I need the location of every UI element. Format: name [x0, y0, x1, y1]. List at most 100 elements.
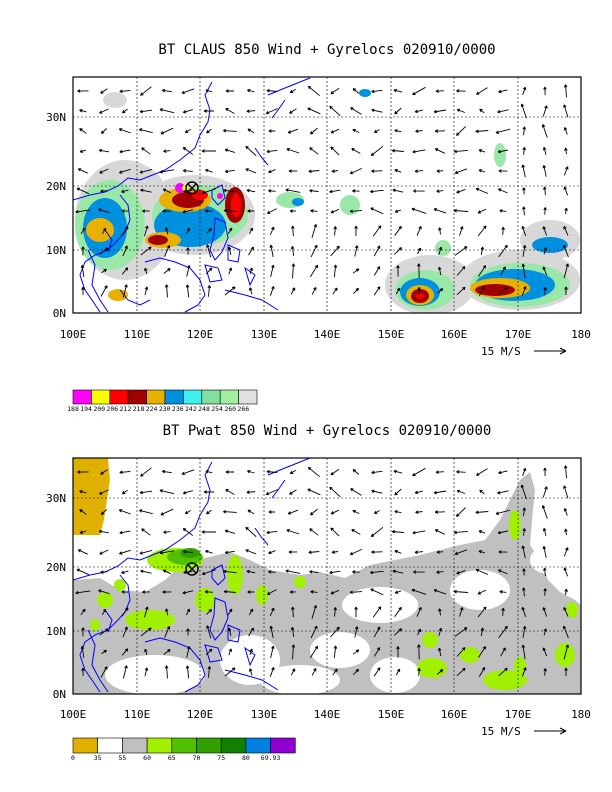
wind-arrow: [497, 149, 509, 154]
svg-text:30N: 30N: [46, 111, 66, 124]
wind-arrow: [332, 668, 338, 676]
wind-arrow: [121, 590, 129, 594]
wind-arrow: [101, 227, 107, 235]
wind-arrow: [309, 189, 319, 193]
wind-arrow: [139, 109, 153, 114]
wind-arrow: [99, 549, 109, 555]
wind-arrow: [122, 284, 128, 298]
colorbar-swatch: [220, 737, 247, 754]
wind-arrow: [245, 549, 257, 555]
wind-arrow: [497, 530, 509, 535]
wind-arrow: [101, 268, 107, 274]
wind-arrow: [224, 529, 236, 534]
wind-arrow: [269, 244, 274, 258]
wind-arrow: [224, 148, 236, 153]
wind-arrow: [542, 226, 548, 236]
colorbar-label: 194: [80, 405, 92, 413]
wind-arrow: [414, 169, 424, 173]
wind-arrow: [417, 628, 421, 636]
wind-arrow: [542, 105, 548, 117]
wind-arrow: [456, 89, 466, 93]
wind-arrow: [246, 188, 256, 193]
wind-arrow: [349, 167, 362, 175]
wind-arrow: [353, 287, 360, 295]
wind-arrow: [373, 647, 381, 657]
wind-arrow: [498, 625, 508, 639]
wind-arrow: [373, 667, 381, 677]
wind-arrow: [438, 627, 443, 637]
colorbar-label: 212: [120, 405, 132, 413]
wind-arrow: [352, 189, 360, 193]
wind-arrow: [309, 264, 319, 278]
wind-arrow: [453, 149, 468, 154]
wind-arrow: [290, 225, 295, 237]
wind-arrow: [542, 607, 548, 617]
wind-arrow: [142, 590, 150, 594]
wind-arrow: [247, 88, 255, 93]
wind-arrow: [289, 489, 297, 495]
wind-arrow: [290, 287, 296, 295]
wind-arrow: [542, 546, 547, 558]
wind-arrow: [372, 225, 382, 237]
wind-arrow: [333, 607, 337, 617]
wind-arrow: [329, 486, 341, 498]
wind-arrow: [563, 104, 569, 118]
wind-arrow: [477, 589, 487, 595]
wind-arrow: [224, 667, 236, 677]
wind-arrow: [75, 209, 91, 214]
wind-arrow: [564, 528, 568, 536]
y-axis: 0N 10N 20N 30N: [46, 492, 66, 701]
wind-arrow: [414, 109, 424, 114]
wind-arrow: [498, 244, 508, 258]
wind-arrow: [522, 206, 526, 216]
wind-arrow: [119, 149, 131, 154]
wind-arrow: [223, 128, 237, 133]
wind-arrow: [564, 207, 568, 215]
cloud-field: [75, 89, 580, 313]
wind-arrow: [456, 266, 466, 276]
wind-arrow: [307, 466, 320, 478]
wind-arrow: [100, 88, 108, 94]
wind-arrow: [498, 667, 508, 677]
wind-arrow: [185, 284, 190, 298]
wind-arrow: [98, 589, 110, 595]
wind-arrow: [224, 550, 235, 555]
wind-arrow: [412, 467, 426, 477]
wind-arrow: [394, 107, 402, 115]
wind-arrow: [438, 246, 443, 256]
wind-arrow: [159, 169, 175, 174]
wind-arrow: [122, 245, 128, 257]
wind-arrow: [349, 590, 363, 595]
wind-arrow: [227, 608, 233, 616]
wind-arrow: [564, 147, 568, 155]
wind-arrow: [521, 667, 527, 677]
wind-scale: 15 M/S: [481, 345, 567, 358]
wind-arrow: [77, 549, 88, 555]
wind-arrow: [437, 647, 442, 657]
wind-arrow: [542, 165, 547, 177]
wind-arrow: [206, 227, 212, 234]
wind-arrow: [308, 550, 320, 555]
wind-arrow: [563, 607, 569, 617]
wind-arrow: [182, 109, 193, 114]
wind-arrow: [454, 246, 468, 256]
wind-arrow: [499, 209, 507, 213]
wind-arrow: [288, 169, 298, 173]
wind-arrow: [122, 626, 128, 638]
wind-arrow: [201, 569, 216, 576]
wind-arrow: [330, 468, 340, 476]
wind-arrow: [76, 568, 90, 576]
wind-arrow: [228, 648, 232, 656]
wind-arrow: [163, 649, 171, 655]
wind-arrow: [542, 647, 548, 657]
wind-arrow: [436, 189, 444, 193]
wind-arrow: [184, 510, 191, 515]
svg-text:10N: 10N: [46, 244, 66, 257]
wind-arrow: [79, 149, 87, 153]
wind-arrow: [139, 509, 153, 515]
colorbar-label: 236: [172, 405, 184, 413]
wind-arrow: [454, 549, 468, 555]
wind-arrow: [456, 667, 466, 677]
wind-arrow: [499, 590, 507, 594]
wind-arrow: [370, 588, 384, 596]
